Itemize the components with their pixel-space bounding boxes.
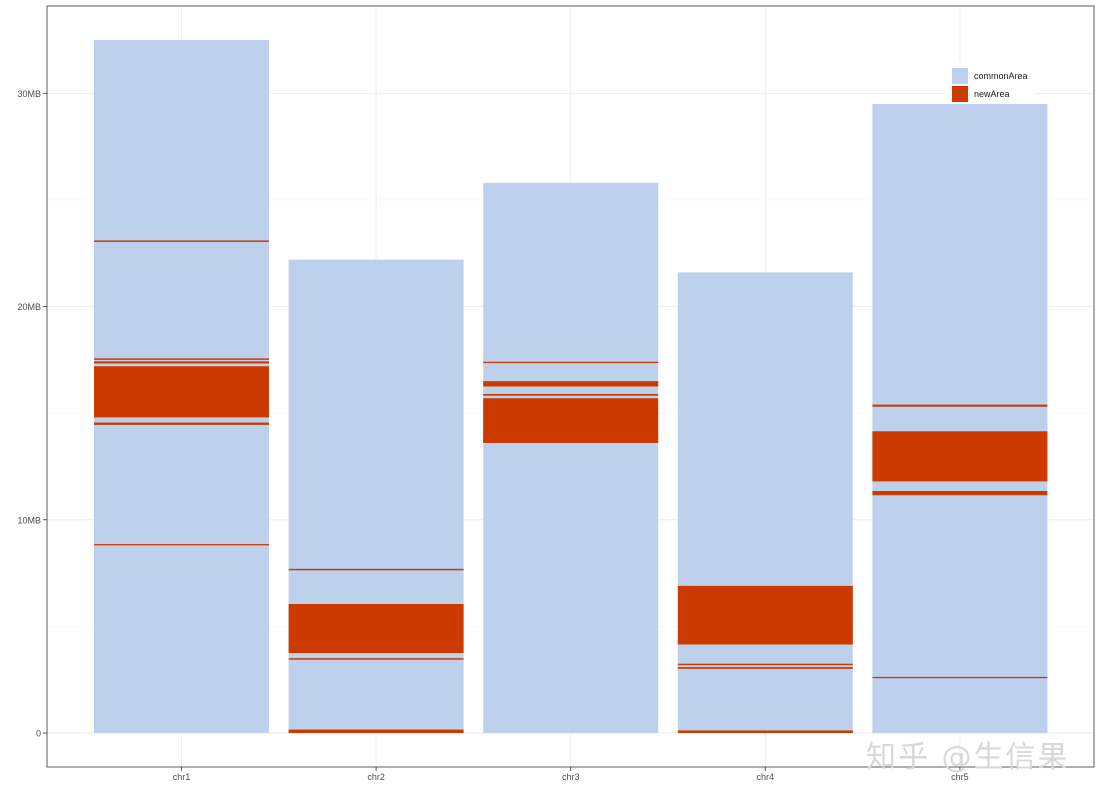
bars xyxy=(94,40,1048,733)
x-tick-label: chr5 xyxy=(951,772,969,782)
bar-segment-newArea xyxy=(94,358,269,360)
watermark-text: 知乎 @生信果 xyxy=(866,740,1070,775)
bar-segment-newArea xyxy=(483,381,659,387)
bar-chr3 xyxy=(483,182,659,733)
bar-segment-newArea xyxy=(94,422,269,425)
bar-segment-newArea xyxy=(872,431,1048,482)
bar-segment-newArea xyxy=(872,676,1048,679)
x-tick-label: chr4 xyxy=(757,772,775,782)
bar-segment-newArea xyxy=(677,663,853,666)
y-tick-label: 20MB xyxy=(17,302,41,312)
bar-segment-newArea xyxy=(872,490,1048,496)
y-tick-label: 30MB xyxy=(17,89,41,99)
bar-segment-newArea xyxy=(677,667,853,669)
x-tick-label: chr2 xyxy=(367,772,385,782)
axes: 0 10MB 20MB 30MB chr1 chr2 chr3 chr4 chr5 xyxy=(17,5,1095,782)
x-tick-label: chr3 xyxy=(562,772,580,782)
bar-segment-newArea xyxy=(94,240,269,242)
legend: commonArea newArea xyxy=(944,62,1034,104)
bar-segment-newArea xyxy=(94,366,269,418)
bar-segment-newArea xyxy=(288,568,464,571)
legend-label-newArea: newArea xyxy=(974,89,1010,99)
legend-key-commonArea xyxy=(952,68,968,84)
bar-segment-newArea xyxy=(483,398,659,444)
x-tick-label: chr1 xyxy=(173,772,191,782)
bar-segment-commonArea xyxy=(483,182,659,733)
y-tick-label: 10MB xyxy=(17,515,41,525)
bar-segment-newArea xyxy=(94,544,269,546)
bar-segment-newArea xyxy=(677,585,853,645)
bar-segment-newArea xyxy=(483,393,659,396)
bar-chr2 xyxy=(288,259,464,733)
bar-segment-newArea xyxy=(677,730,853,733)
bar-segment-newArea xyxy=(483,361,659,364)
bar-segment-newArea xyxy=(872,404,1048,407)
bar-segment-newArea xyxy=(288,658,464,660)
bar-segment-newArea xyxy=(94,361,269,364)
bar-segment-commonArea xyxy=(677,272,853,733)
bar-segment-commonArea xyxy=(872,103,1048,733)
bar-chr5 xyxy=(872,103,1048,733)
bar-chr4 xyxy=(677,272,853,733)
bar-segment-newArea xyxy=(288,603,464,654)
bar-chr1 xyxy=(94,40,269,733)
legend-label-commonArea: commonArea xyxy=(974,71,1028,81)
bar-segment-commonArea xyxy=(288,259,464,733)
legend-key-newArea xyxy=(952,86,968,102)
bar-segment-newArea xyxy=(288,729,464,733)
y-tick-label: 0 xyxy=(36,729,41,739)
